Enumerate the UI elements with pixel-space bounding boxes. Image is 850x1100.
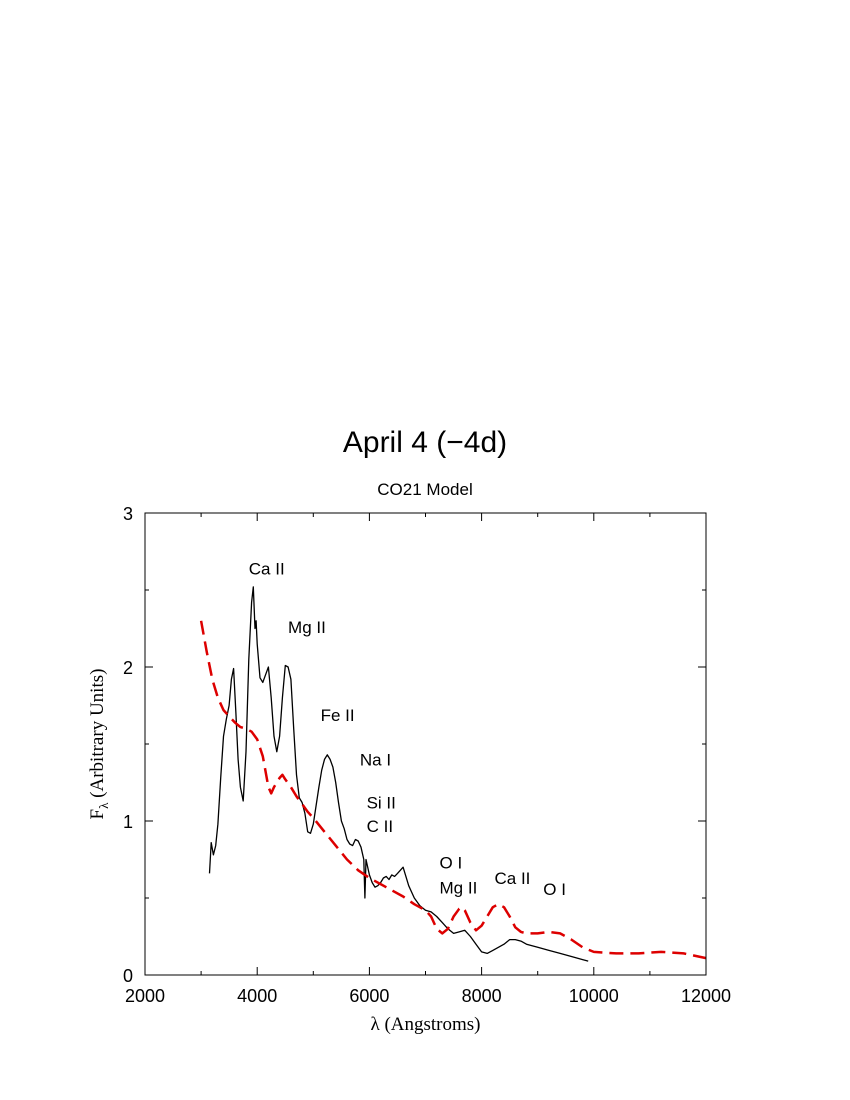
y-tick-label: 2 xyxy=(123,658,133,678)
model-spectrum-line xyxy=(199,620,707,960)
chart-title: April 4 (−4d) xyxy=(342,426,508,459)
tick-labels: 2000 4000 6000 8000 10000 12000 0 1 2 3 xyxy=(123,504,731,1006)
line-annotations: Ca II Mg II Fe II Na I Si II C II O I Mg II Ca I… xyxy=(249,560,566,899)
plot-series xyxy=(199,586,707,962)
y-tick-label: 3 xyxy=(123,504,133,524)
line-annotation: C II xyxy=(367,817,393,836)
y-tick-label: 0 xyxy=(123,966,133,986)
axis-ticks xyxy=(144,512,707,976)
plot-frame xyxy=(144,512,707,976)
y-axis-label: Fλ (Arbitrary Units) xyxy=(87,669,111,820)
line-annotation: O I xyxy=(440,854,463,873)
y-axis-label-main: F xyxy=(87,809,108,820)
line-annotation: Mg II xyxy=(440,878,478,897)
y-tick-label: 1 xyxy=(123,812,133,832)
x-tick-label: 12000 xyxy=(681,986,731,1006)
y-axis-label-rest: (Arbitrary Units) xyxy=(87,669,108,803)
line-annotation: Fe II xyxy=(321,706,355,725)
x-tick-label: 4000 xyxy=(237,986,277,1006)
x-tick-label: 10000 xyxy=(569,986,619,1006)
line-annotation: Ca II xyxy=(249,560,285,579)
line-annotation: Ca II xyxy=(495,869,531,888)
x-tick-label: 2000 xyxy=(125,986,165,1006)
line-annotation: O I xyxy=(543,880,566,899)
observed-spectrum-line xyxy=(208,586,589,962)
x-tick-label: 6000 xyxy=(349,986,389,1006)
chart-subtitle: CO21 Model xyxy=(377,480,473,499)
line-annotation: Si II xyxy=(367,794,396,813)
x-axis-label: λ (Angstroms) xyxy=(370,1014,480,1035)
line-annotation: Na I xyxy=(360,751,391,770)
line-annotation: Mg II xyxy=(288,618,326,637)
x-tick-label: 8000 xyxy=(462,986,502,1006)
y-axis-label-subscript: λ xyxy=(96,802,111,809)
